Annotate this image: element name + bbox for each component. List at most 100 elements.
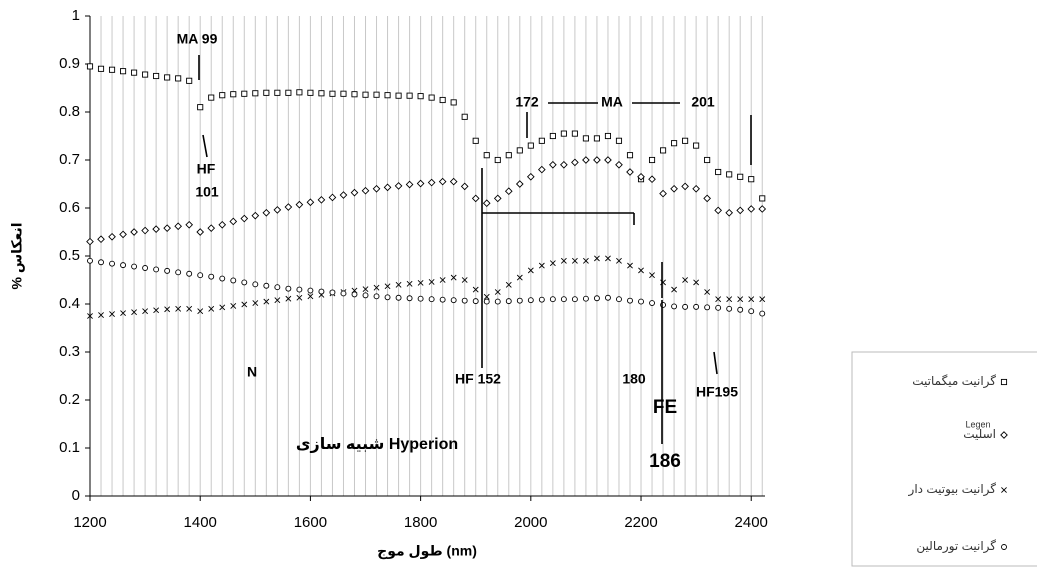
y-tick-label: 0 (72, 487, 80, 504)
marker (406, 280, 413, 287)
x-tick-label: 1800 (404, 514, 437, 531)
marker (704, 304, 711, 311)
legend-box (851, 351, 1037, 567)
marker (604, 156, 612, 164)
marker (263, 89, 270, 96)
marker (86, 237, 94, 246)
marker (649, 300, 655, 306)
marker (340, 290, 347, 297)
marker (627, 262, 633, 269)
marker (417, 279, 424, 286)
marker (142, 265, 149, 271)
marker (693, 142, 700, 149)
marker (98, 312, 104, 318)
marker (482, 199, 491, 208)
marker (505, 152, 512, 159)
legend-label: گرانیت میگماتیت (912, 374, 996, 389)
marker (737, 173, 744, 180)
marker (538, 296, 545, 303)
marker (637, 172, 645, 181)
marker (153, 266, 160, 273)
marker (252, 281, 259, 288)
marker (582, 295, 589, 302)
marker (131, 309, 138, 316)
marker (472, 137, 479, 144)
marker (196, 228, 205, 236)
marker (483, 293, 490, 300)
marker (186, 270, 193, 277)
marker (152, 225, 160, 233)
marker (108, 232, 116, 241)
marker (483, 298, 490, 305)
marker (549, 160, 557, 169)
x-axis-label: طول موج (nm) (377, 543, 477, 560)
marker (759, 296, 766, 303)
marker (527, 297, 534, 304)
marker (185, 220, 194, 229)
marker (427, 178, 436, 187)
annotation: 180 (622, 371, 646, 387)
marker (428, 279, 435, 285)
marker (263, 282, 270, 289)
marker (230, 91, 237, 98)
marker (449, 177, 458, 186)
marker (615, 160, 623, 169)
marker (274, 284, 281, 291)
marker (417, 93, 424, 100)
marker (715, 304, 722, 311)
marker (494, 156, 501, 164)
marker (340, 90, 347, 97)
marker (627, 297, 633, 304)
marker (218, 220, 227, 229)
marker (197, 308, 204, 315)
marker (515, 180, 524, 188)
marker (362, 91, 369, 98)
marker (692, 184, 700, 193)
marker (86, 63, 94, 70)
marker (439, 296, 446, 303)
marker (251, 211, 260, 220)
marker (428, 94, 435, 101)
marker (208, 305, 215, 312)
marker (273, 206, 282, 214)
marker (97, 65, 105, 72)
y-tick-label: 0.1 (59, 439, 80, 456)
y-tick-label: 0.8 (59, 103, 80, 120)
marker (219, 92, 226, 99)
marker (605, 294, 611, 301)
marker (472, 286, 479, 293)
marker (307, 89, 314, 96)
marker (682, 277, 689, 283)
marker (439, 277, 446, 283)
marker (328, 193, 337, 202)
annotation: MA 99 (177, 31, 218, 47)
marker (726, 171, 733, 178)
marker (649, 272, 655, 279)
y-axis-label: % انعکاس (9, 222, 25, 289)
marker (186, 305, 193, 312)
marker (538, 262, 545, 269)
marker (1000, 378, 1008, 386)
marker (759, 310, 766, 317)
marker (604, 132, 612, 140)
marker (1001, 544, 1007, 550)
marker (560, 160, 568, 169)
y-tick-label: 0.4 (59, 295, 80, 312)
marker (494, 298, 501, 305)
y-tick-label: 0.6 (59, 199, 80, 216)
marker (317, 196, 326, 204)
annotation: شبیه سازی Hyperion (296, 436, 458, 453)
y-tick-label: 0.9 (59, 55, 80, 72)
marker (715, 296, 722, 303)
marker (141, 226, 149, 235)
marker (197, 272, 204, 279)
marker (681, 182, 689, 191)
marker (748, 176, 755, 183)
x-tick-label: 2000 (514, 514, 547, 531)
marker (307, 293, 314, 300)
marker (208, 94, 215, 101)
marker (615, 137, 623, 144)
marker (527, 142, 534, 149)
marker (240, 214, 249, 223)
